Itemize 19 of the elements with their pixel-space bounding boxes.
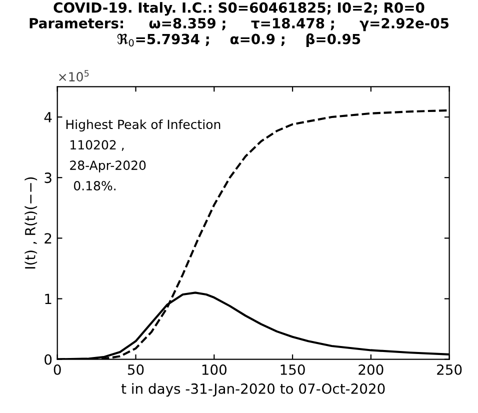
annotation: 28-Apr-2020 <box>70 160 146 172</box>
y-tick-label: 1 <box>45 294 52 304</box>
x-tick-label: 0 <box>54 364 61 375</box>
y-tick-label: 3 <box>44 172 52 184</box>
y-tick-label: 0 <box>44 354 52 365</box>
x-tick-label: 50 <box>128 364 144 375</box>
y-tick-label: 2 <box>44 233 52 244</box>
x-tick-label: 250 <box>437 364 462 375</box>
annotation: 110202 , <box>70 140 124 151</box>
y-axis-title: I(t) , R(t)(−−) <box>24 177 38 268</box>
annotation: Highest Peak of Infection <box>66 119 220 132</box>
text: ×10$^{5}$ <box>59 70 89 82</box>
y-tick-label: 4 <box>44 112 52 122</box>
annotation: 0.18%. <box>74 180 116 190</box>
x-axis-title: t in days -31-Jan-2020 to 07-Oct-2020 <box>121 383 385 397</box>
x-tick-label: 100 <box>202 364 226 375</box>
x-tick-label: 200 <box>358 364 384 375</box>
x-tick-label: 150 <box>280 364 305 375</box>
chart-title: COVID-19. Italy. I.C.: S0=60461825; I0=2; R0=0 Parameters: ω=8.359 ; τ=18.478 ; γ=2.92e-05 ℜ$_{0}$=5.7934 ; α=0.9 ; β=0.95 <box>30 2 449 47</box>
